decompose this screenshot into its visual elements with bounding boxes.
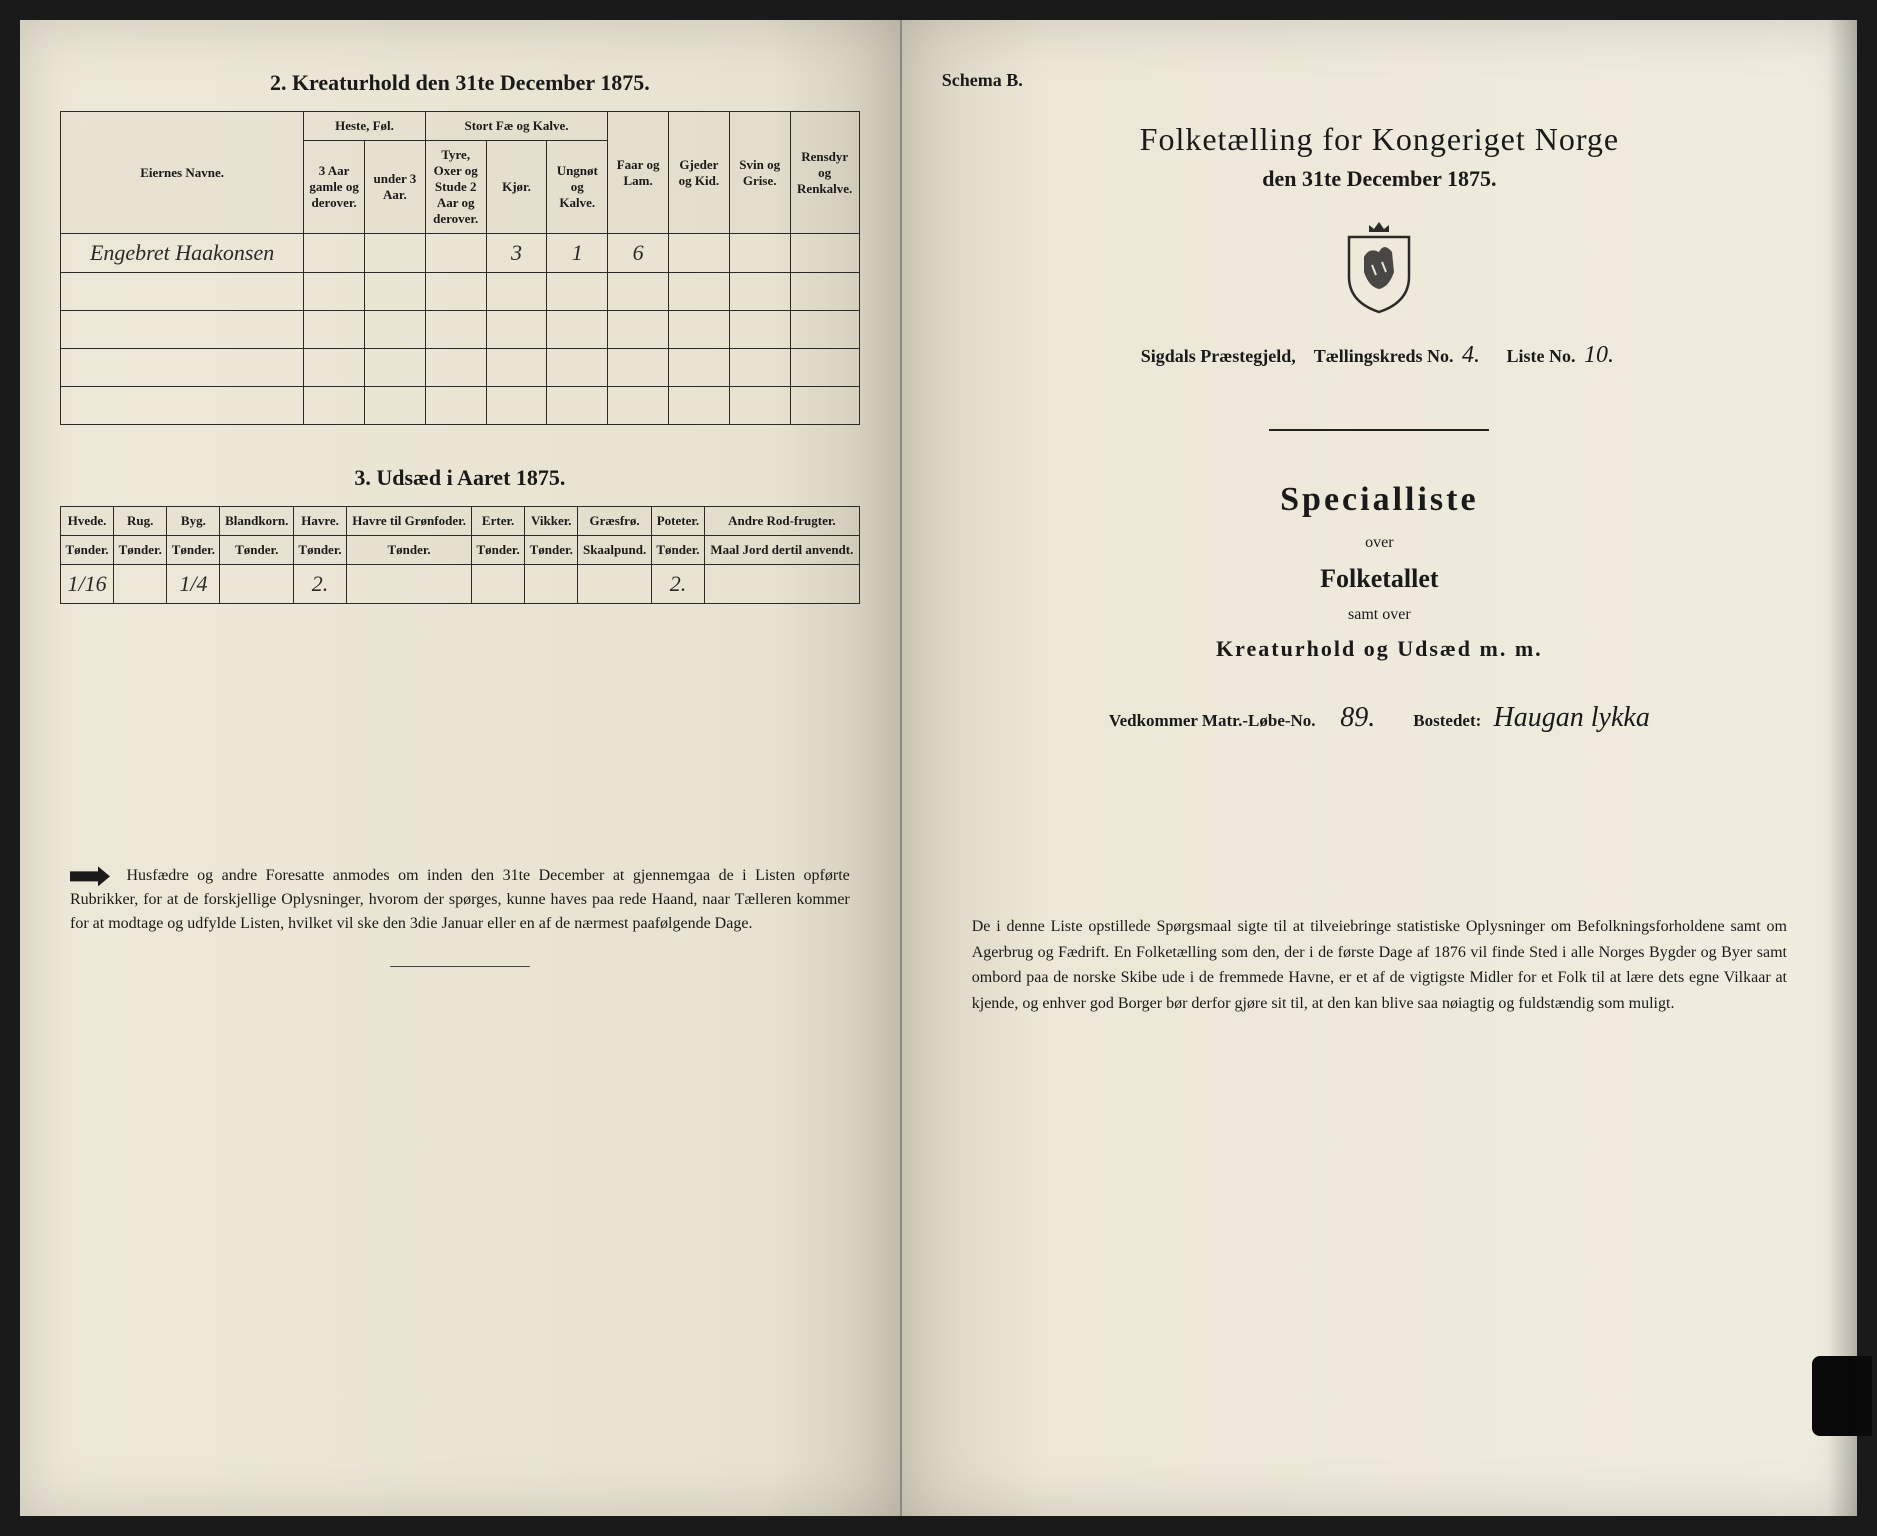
- bostedet: Haugan lykka: [1494, 702, 1650, 734]
- th-reindeer: Rensdyr og Renkalve.: [790, 112, 859, 234]
- cell: [668, 234, 729, 273]
- th-rug: Rug.: [114, 507, 167, 536]
- cell: [114, 565, 167, 604]
- th-unit: Tønder.: [114, 536, 167, 565]
- table-row: [61, 273, 860, 311]
- cell: [425, 234, 486, 273]
- th-horses-2: under 3 Aar.: [365, 141, 426, 234]
- th-sheep: Faar og Lam.: [608, 112, 669, 234]
- table2-title: 3. Udsæd i Aaret 1875.: [60, 465, 860, 491]
- livestock-table: Eiernes Navne. Heste, Føl. Stort Fæ og K…: [60, 111, 860, 425]
- table-row: [61, 311, 860, 349]
- th-hvede: Hvede.: [61, 507, 114, 536]
- th-blandkorn: Blandkorn.: [220, 507, 294, 536]
- th-goats: Gjeder og Kid.: [668, 112, 729, 234]
- th-poteter: Poteter.: [651, 507, 704, 536]
- special-title: Specialliste: [942, 481, 1817, 519]
- cell: [705, 565, 860, 604]
- kreaturhold-title: Kreaturhold og Udsæd m. m.: [942, 636, 1817, 662]
- table-row: 1/16 1/4 2. 2.: [61, 565, 860, 604]
- footnote: Husfædre og andre Foresatte anmodes om i…: [60, 864, 860, 936]
- meta-line: Sigdals Præstegjeld, Tællingskreds No. 4…: [942, 342, 1817, 369]
- cell: [472, 565, 525, 604]
- bostedet-label: Bostedet:: [1413, 711, 1481, 730]
- table-row: [61, 387, 860, 425]
- matr-no: 89.: [1328, 702, 1388, 734]
- th-horses-1: 3 Aar gamle og derover.: [304, 141, 365, 234]
- th-unit: Tønder.: [61, 536, 114, 565]
- cell-kjor: 3: [486, 234, 547, 273]
- cell: [304, 234, 365, 273]
- th-unit: Tønder.: [651, 536, 704, 565]
- main-title: Folketælling for Kongeriget Norge: [942, 121, 1817, 158]
- liste-label: Liste No.: [1506, 346, 1575, 366]
- th-owner: Eiernes Navne.: [61, 112, 304, 234]
- th-havre-gron: Havre til Grønfoder.: [347, 507, 472, 536]
- coat-of-arms-icon: [1334, 217, 1424, 317]
- liste-no: 10.: [1584, 342, 1614, 368]
- cell-owner: Engebret Haakonsen: [61, 234, 304, 273]
- th-unit-maal: Maal Jord dertil anvendt.: [705, 536, 860, 565]
- th-cattle-1: Tyre, Oxer og Stude 2 Aar og derover.: [425, 141, 486, 234]
- folketallet-title: Folketallet: [942, 564, 1817, 594]
- cell: [578, 565, 652, 604]
- divider: [390, 966, 530, 967]
- sub-title: den 31te December 1875.: [942, 166, 1817, 192]
- th-byg: Byg.: [167, 507, 220, 536]
- schema-label: Schema B.: [942, 70, 1817, 91]
- cell: [347, 565, 472, 604]
- seed-table: Hvede. Rug. Byg. Blandkorn. Havre. Havre…: [60, 506, 860, 604]
- th-rodfrugter: Andre Rod-frugter.: [705, 507, 860, 536]
- th-cattle-2: Kjør.: [486, 141, 547, 234]
- book-spread: 2. Kreaturhold den 31te December 1875. E…: [20, 20, 1857, 1516]
- th-unit: Tønder.: [220, 536, 294, 565]
- table1-title: 2. Kreaturhold den 31te December 1875.: [60, 70, 860, 96]
- cell-poteter: 2.: [651, 565, 704, 604]
- cell: [220, 565, 294, 604]
- cell-faar: 6: [608, 234, 669, 273]
- table-row: [61, 349, 860, 387]
- right-page: Schema B. Folketælling for Kongeriget No…: [902, 20, 1857, 1516]
- th-erter: Erter.: [472, 507, 525, 536]
- table-row: Engebret Haakonsen 3 1 6: [61, 234, 860, 273]
- th-grasfro: Græsfrø.: [578, 507, 652, 536]
- divider: [1269, 429, 1489, 431]
- cell-hvede: 1/16: [61, 565, 114, 604]
- th-cattle-3: Ungnøt og Kalve.: [547, 141, 608, 234]
- th-cattle: Stort Fæ og Kalve.: [425, 112, 607, 141]
- page-tab-shadow: [1812, 1356, 1872, 1436]
- th-unit: Tønder.: [293, 536, 346, 565]
- cell: [729, 234, 790, 273]
- th-unit: Tønder.: [525, 536, 578, 565]
- th-unit-skaal: Skaalpund.: [578, 536, 652, 565]
- th-unit: Tønder.: [347, 536, 472, 565]
- samt-over-text: samt over: [942, 606, 1817, 624]
- over-text: over: [942, 534, 1817, 552]
- th-havre: Havre.: [293, 507, 346, 536]
- tallingskreds-label: Tællingskreds No.: [1314, 346, 1454, 366]
- th-unit: Tønder.: [167, 536, 220, 565]
- cell: [525, 565, 578, 604]
- pointer-icon: [70, 866, 110, 886]
- th-vikker: Vikker.: [525, 507, 578, 536]
- bottom-paragraph: De i denne Liste opstillede Spørgsmaal s…: [942, 914, 1817, 1016]
- cell-ungnot: 1: [547, 234, 608, 273]
- left-page: 2. Kreaturhold den 31te December 1875. E…: [20, 20, 902, 1516]
- cell-havre: 2.: [293, 565, 346, 604]
- cell: [790, 234, 859, 273]
- th-horses: Heste, Føl.: [304, 112, 426, 141]
- prastegjeld-label: Sigdals Præstegjeld,: [1141, 346, 1296, 366]
- cell-byg: 1/4: [167, 565, 220, 604]
- th-unit: Tønder.: [472, 536, 525, 565]
- vedkommer-label: Vedkommer Matr.-Løbe-No.: [1109, 711, 1316, 730]
- footnote-text: Husfædre og andre Foresatte anmodes om i…: [70, 867, 850, 932]
- tallingskreds-no: 4.: [1462, 342, 1480, 368]
- th-pigs: Svin og Grise.: [729, 112, 790, 234]
- vedkommer-line: Vedkommer Matr.-Løbe-No. 89. Bostedet: H…: [942, 702, 1817, 734]
- cell: [365, 234, 426, 273]
